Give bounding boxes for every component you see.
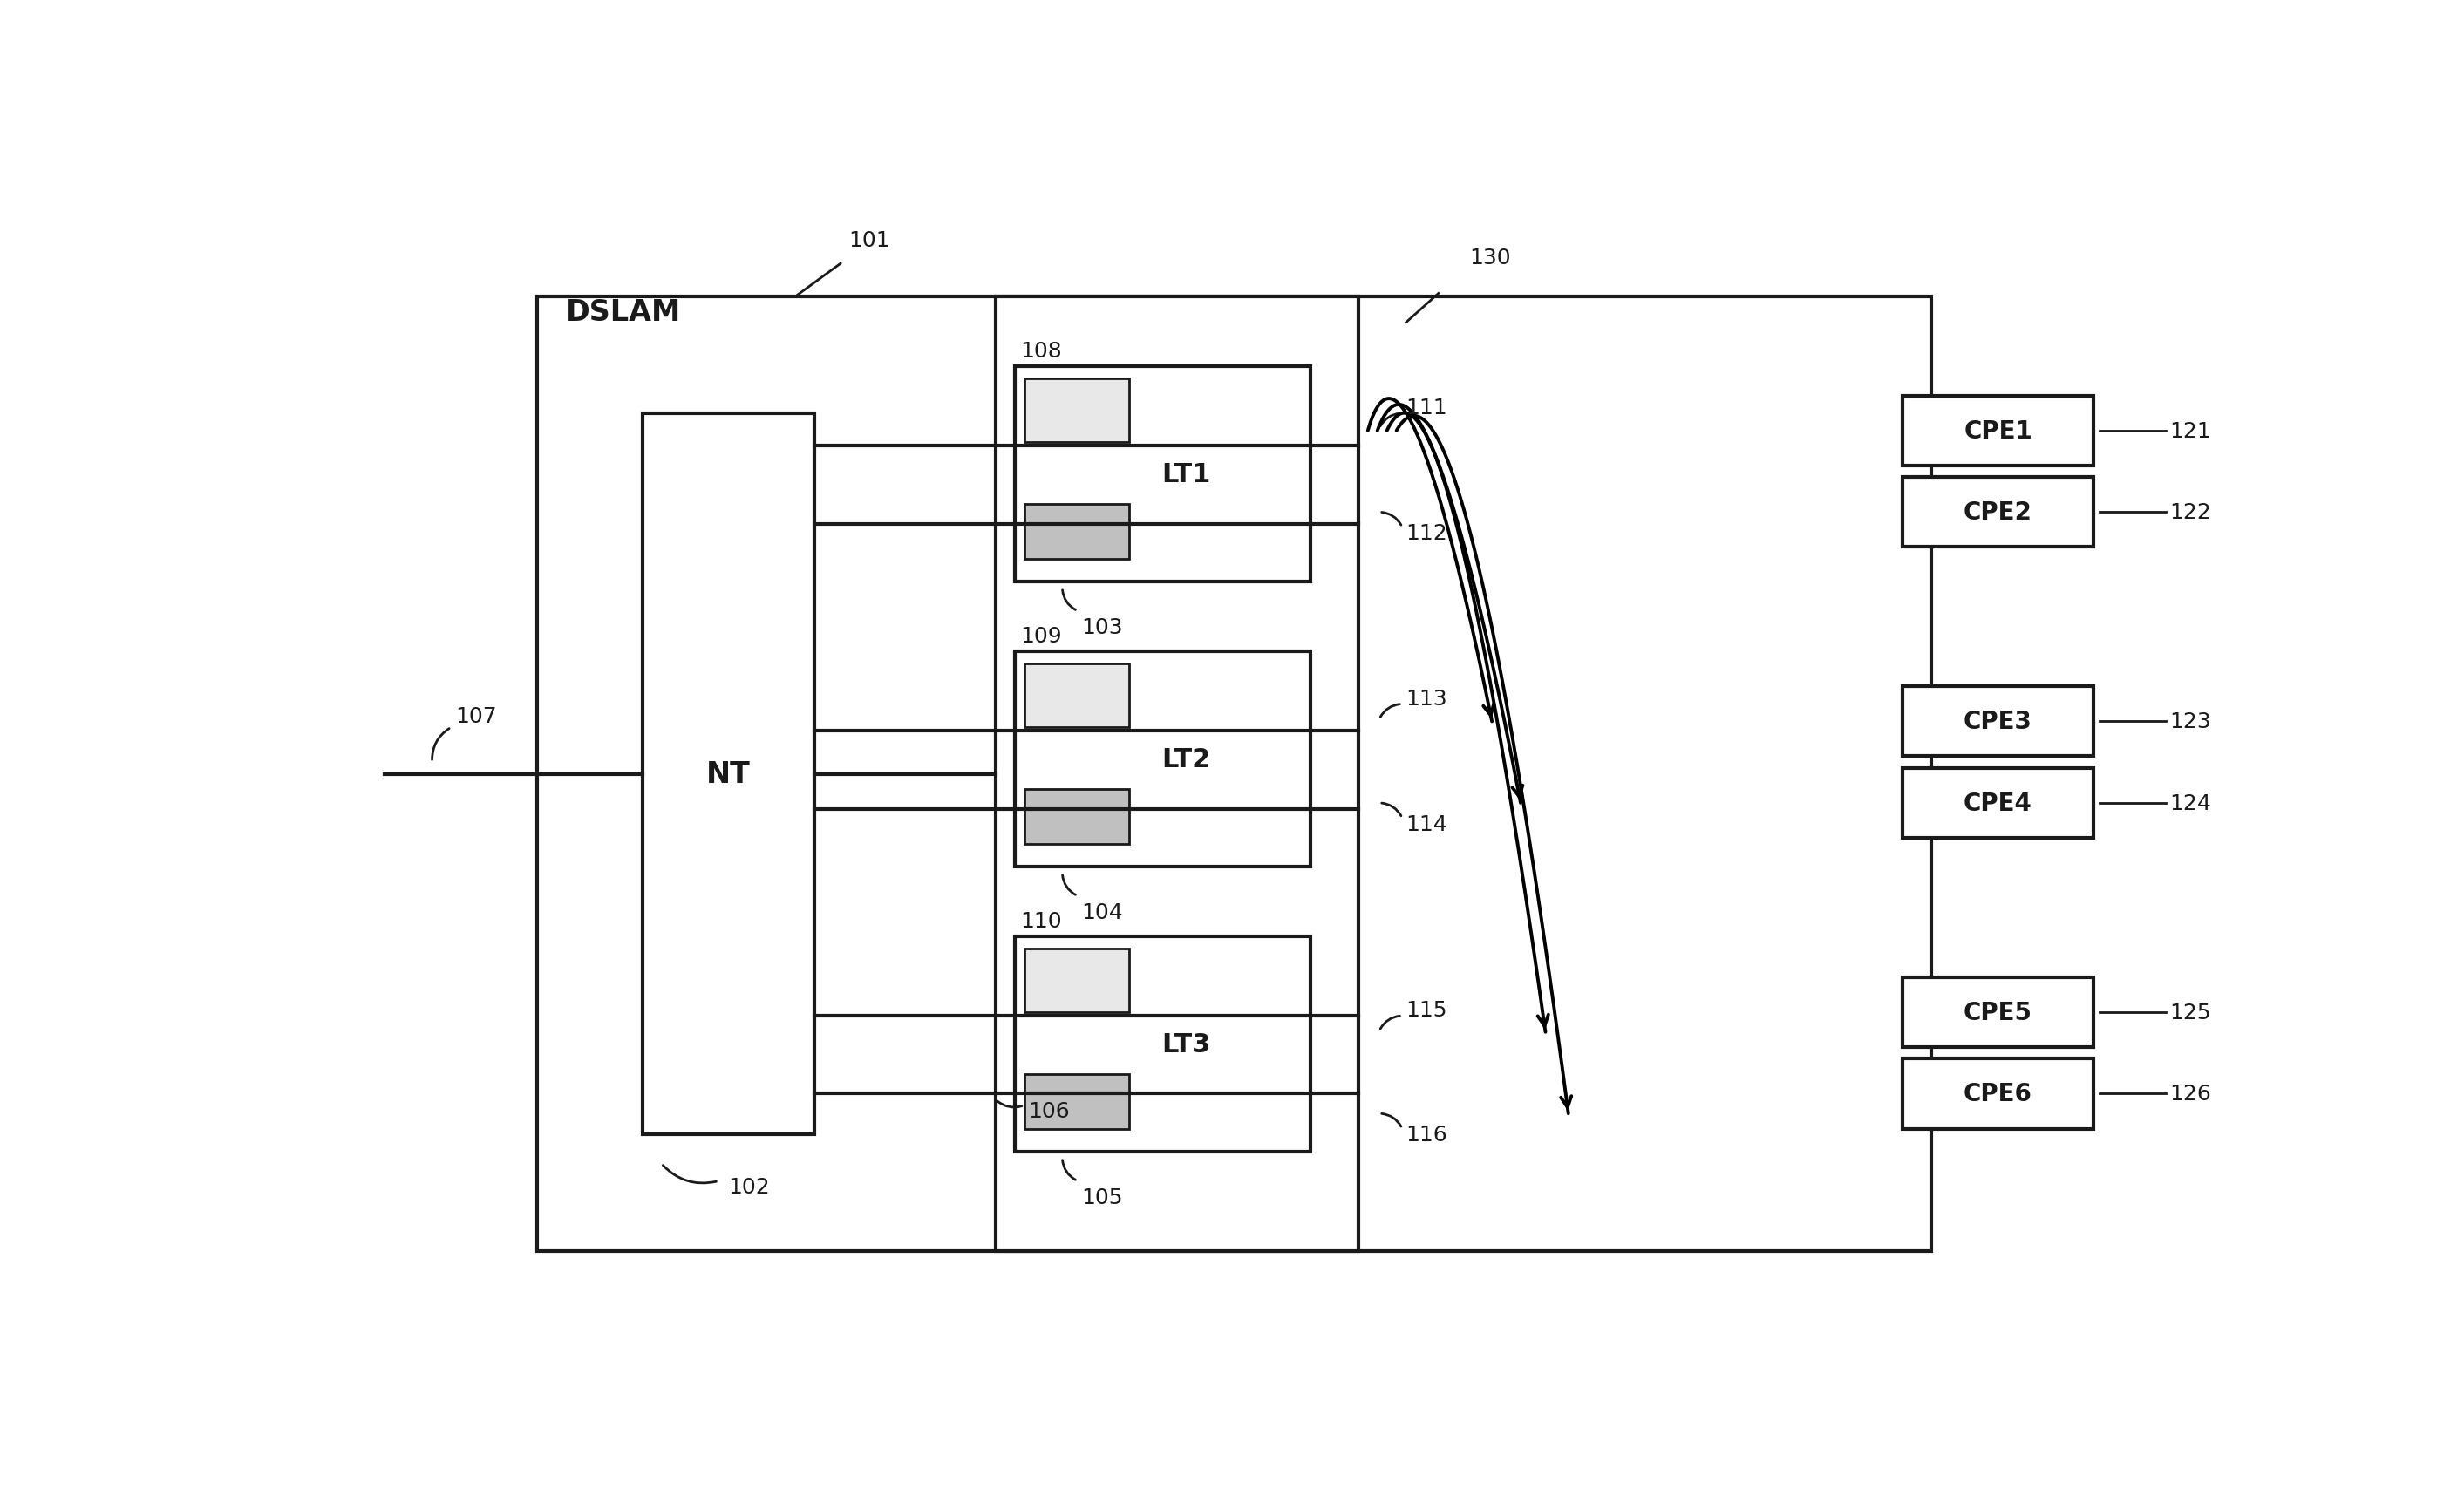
Text: NT: NT xyxy=(707,760,749,788)
Bar xyxy=(1025,664,1129,728)
Text: CPE2: CPE2 xyxy=(1964,500,2033,525)
Text: CPE3: CPE3 xyxy=(1964,710,2033,734)
Text: CPE5: CPE5 xyxy=(1964,1000,2033,1025)
Bar xyxy=(1902,477,2094,548)
Bar xyxy=(1025,790,1129,844)
Bar xyxy=(1025,379,1129,442)
Text: 121: 121 xyxy=(2171,421,2213,441)
Text: 101: 101 xyxy=(848,230,890,251)
Text: 107: 107 xyxy=(456,705,498,726)
Bar xyxy=(1015,936,1311,1152)
Bar xyxy=(1015,367,1311,583)
Bar xyxy=(1025,948,1129,1013)
Text: 126: 126 xyxy=(2171,1084,2213,1104)
Bar xyxy=(1902,396,2094,467)
Text: CPE1: CPE1 xyxy=(1964,418,2033,444)
Bar xyxy=(643,414,813,1134)
Text: LT2: LT2 xyxy=(1161,747,1210,772)
Text: 122: 122 xyxy=(2171,503,2213,522)
Bar xyxy=(537,297,1932,1250)
Text: 113: 113 xyxy=(1407,689,1446,710)
Bar xyxy=(1025,1075,1129,1129)
Text: CPE4: CPE4 xyxy=(1964,791,2033,815)
Bar xyxy=(995,297,1358,1250)
Text: 102: 102 xyxy=(729,1176,769,1197)
Bar xyxy=(1015,652,1311,867)
Text: CPE6: CPE6 xyxy=(1964,1081,2033,1107)
Bar xyxy=(1902,687,2094,757)
Text: 108: 108 xyxy=(1020,341,1062,361)
Bar xyxy=(1025,504,1129,559)
Text: 125: 125 xyxy=(2171,1003,2210,1022)
Text: 109: 109 xyxy=(1020,625,1062,646)
Text: 115: 115 xyxy=(1407,1000,1446,1021)
Text: LT3: LT3 xyxy=(1161,1031,1210,1057)
Text: 106: 106 xyxy=(1027,1101,1069,1122)
Text: 112: 112 xyxy=(1407,522,1449,544)
Bar xyxy=(1902,1059,2094,1129)
Text: 103: 103 xyxy=(1082,618,1124,639)
Text: DSLAM: DSLAM xyxy=(567,297,680,326)
Bar xyxy=(1902,769,2094,838)
Text: 104: 104 xyxy=(1082,901,1124,923)
Text: 116: 116 xyxy=(1407,1123,1449,1145)
Bar xyxy=(1902,977,2094,1048)
Text: 130: 130 xyxy=(1469,248,1510,269)
Text: LT1: LT1 xyxy=(1161,462,1210,488)
Text: 114: 114 xyxy=(1407,814,1449,835)
Text: 123: 123 xyxy=(2171,711,2213,732)
Text: 111: 111 xyxy=(1407,397,1446,418)
Text: 110: 110 xyxy=(1020,911,1062,932)
Text: 124: 124 xyxy=(2171,793,2213,814)
Text: 105: 105 xyxy=(1082,1187,1124,1208)
